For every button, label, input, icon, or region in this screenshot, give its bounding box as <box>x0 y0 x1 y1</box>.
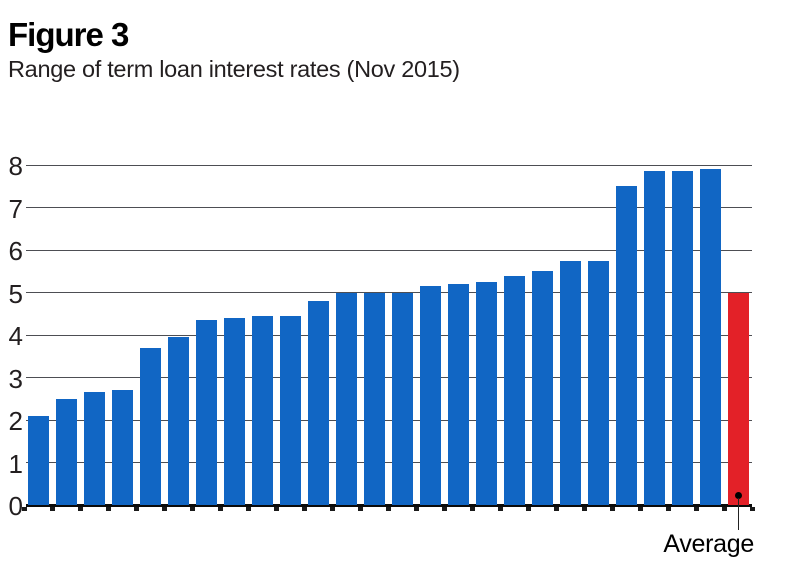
category-tick <box>329 507 335 511</box>
category-tick <box>301 507 307 511</box>
bar <box>196 320 217 505</box>
gridline-7 <box>26 207 752 208</box>
category-tick <box>357 507 363 511</box>
gridline-3 <box>26 377 752 378</box>
category-tick <box>441 507 447 511</box>
gridline-1 <box>26 462 752 463</box>
gridline-6 <box>26 249 752 251</box>
average-leader-line <box>737 498 739 530</box>
y-axis-tick-label: 2 <box>8 406 23 436</box>
category-tick <box>581 507 587 511</box>
category-tick <box>497 507 503 511</box>
average-marker-dot <box>734 492 742 499</box>
x-axis-baseline <box>26 504 752 507</box>
average-bar <box>728 292 749 505</box>
category-tick <box>385 507 391 511</box>
category-tick <box>245 507 251 511</box>
category-tick <box>49 507 55 511</box>
bar <box>168 337 189 505</box>
category-tick <box>469 507 475 511</box>
average-label: Average <box>663 530 754 558</box>
y-axis-tick-label: 0 <box>8 491 23 521</box>
bar <box>364 292 385 505</box>
bar <box>448 284 469 505</box>
bar <box>28 415 49 505</box>
bar <box>252 315 273 505</box>
gridline-2 <box>26 419 752 421</box>
y-axis-tick-label: 1 <box>8 448 23 479</box>
y-axis-tick-label: 5 <box>8 278 23 309</box>
category-tick <box>189 507 195 511</box>
category-tick <box>525 507 531 511</box>
category-tick <box>749 507 755 511</box>
category-tick <box>21 507 27 511</box>
category-tick <box>637 507 643 511</box>
bar <box>700 169 721 505</box>
y-axis-tick-label: 6 <box>8 236 23 266</box>
y-axis-tick-label: 4 <box>8 321 23 351</box>
category-tick <box>413 507 419 511</box>
bar <box>140 347 161 505</box>
y-axis-tick-label: 8 <box>8 151 23 181</box>
bar <box>420 286 441 505</box>
bar <box>588 260 609 505</box>
category-tick <box>609 507 615 511</box>
category-tick <box>693 507 699 511</box>
y-axis-tick-label: 7 <box>8 193 23 224</box>
bar <box>308 301 329 505</box>
bar <box>336 292 357 505</box>
bar <box>560 260 581 505</box>
bar <box>616 186 637 505</box>
bar <box>224 318 245 505</box>
bar <box>644 171 665 505</box>
bar <box>532 271 553 505</box>
figure-label: Figure 3 <box>8 16 129 53</box>
bar <box>672 171 693 505</box>
category-tick <box>273 507 279 511</box>
figure-subtitle: Range of term loan interest rates (Nov 2… <box>8 56 460 82</box>
category-tick <box>217 507 223 511</box>
bar <box>112 390 133 505</box>
bar <box>56 398 77 505</box>
category-tick <box>77 507 83 511</box>
category-tick <box>721 507 727 511</box>
bar <box>392 292 413 505</box>
category-tick <box>553 507 559 511</box>
category-tick <box>105 507 111 511</box>
category-tick <box>133 507 139 511</box>
y-axis-tick-label: 3 <box>8 363 23 394</box>
bar <box>476 281 497 505</box>
gridline-8 <box>26 164 752 166</box>
category-tick <box>161 507 167 511</box>
bar <box>504 275 525 505</box>
gridline-5 <box>26 292 752 293</box>
gridline-4 <box>26 334 752 336</box>
bar <box>280 315 301 505</box>
bar <box>84 392 105 505</box>
category-tick <box>665 507 671 511</box>
